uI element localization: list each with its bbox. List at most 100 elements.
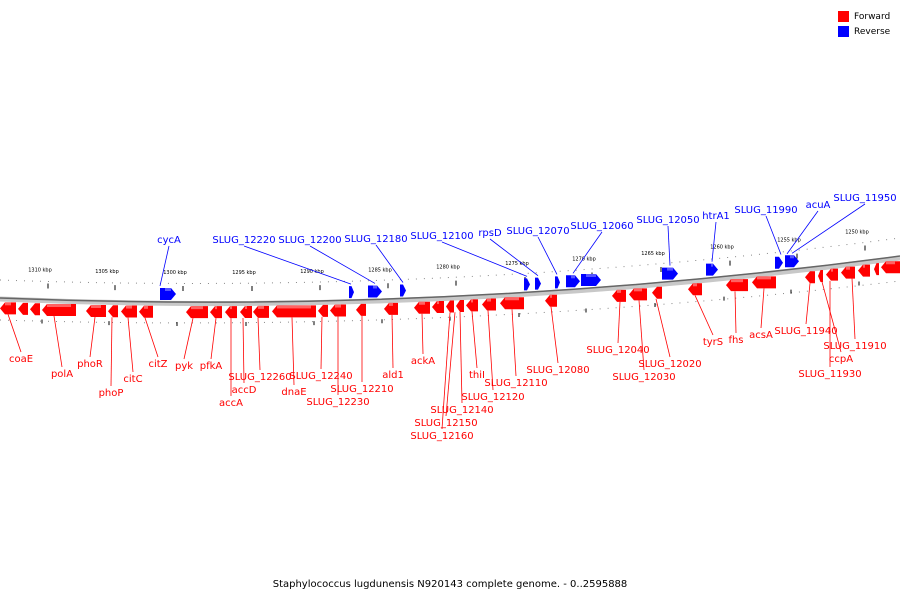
- svg-text:thiI: thiI: [469, 370, 485, 381]
- legend-reverse-label: Reverse: [854, 26, 891, 37]
- gene-label-slug-11910: SLUG_11910: [823, 278, 887, 352]
- svg-text:SLUG_12060: SLUG_12060: [570, 221, 633, 232]
- reverse-gene: [662, 267, 678, 280]
- gene-label-slug-12050: SLUG_12050: [636, 215, 700, 266]
- svg-text:SLUG_12220: SLUG_12220: [212, 235, 275, 246]
- legend-reverse: Reverse: [838, 24, 890, 39]
- svg-text:1255 kbp: 1255 kbp: [777, 238, 801, 244]
- gene-label-slug-12040: SLUG_12040: [586, 301, 650, 356]
- svg-text:SLUG_12110: SLUG_12110: [484, 378, 547, 389]
- gene-label-accd: accD: [232, 318, 257, 396]
- svg-text:SLUG_12180: SLUG_12180: [344, 234, 407, 245]
- svg-text:tyrS: tyrS: [703, 337, 723, 348]
- gene-label-slug-12030: SLUG_12030: [612, 300, 676, 383]
- scale-tick: 1285 kbp: [368, 267, 392, 324]
- svg-text:1275 kbp: 1275 kbp: [505, 261, 529, 267]
- forward-gene: [30, 303, 40, 316]
- svg-text:SLUG_12030: SLUG_12030: [612, 372, 675, 383]
- gene-label-ccpa: ccpA: [821, 281, 853, 365]
- forward-gene: [841, 266, 855, 279]
- gene-label-tyrs: tyrS: [694, 295, 723, 348]
- scale-tick: 1300 kbp: [163, 270, 187, 327]
- forward-gene: [0, 302, 16, 315]
- genome-backbone: [0, 255, 900, 303]
- genome-caption: Staphylococcus lugdunensis N920143 compl…: [272, 579, 628, 590]
- svg-text:SLUG_12040: SLUG_12040: [586, 345, 649, 356]
- svg-text:1290 kbp: 1290 kbp: [300, 269, 324, 275]
- forward-gene: [612, 289, 626, 302]
- gene-label-slug-12220: SLUG_12220: [212, 235, 352, 285]
- svg-text:htrA1: htrA1: [702, 211, 730, 222]
- gene-features: [0, 255, 900, 319]
- forward-gene: [42, 304, 76, 317]
- gene-label-slug-11940: SLUG_11940: [774, 283, 838, 337]
- gene-label-slug-12080: SLUG_12080: [526, 306, 590, 376]
- svg-text:SLUG_11990: SLUG_11990: [734, 205, 797, 216]
- gene-label-ald1: ald1: [382, 314, 404, 381]
- gene-label-slug-12180: SLUG_12180: [344, 234, 408, 283]
- legend-forward: Forward: [838, 9, 890, 24]
- forward-gene: [818, 269, 823, 282]
- forward-gene: [210, 306, 222, 319]
- forward-gene: [858, 264, 870, 277]
- svg-text:SLUG_12260: SLUG_12260: [228, 372, 291, 383]
- svg-text:1285 kbp: 1285 kbp: [368, 267, 392, 273]
- svg-text:ackA: ackA: [411, 356, 435, 367]
- svg-text:1250 kbp: 1250 kbp: [845, 230, 869, 236]
- svg-text:rpsD: rpsD: [478, 228, 502, 239]
- forward-gene: [629, 288, 647, 301]
- forward-gene: [318, 304, 328, 317]
- svg-text:phoP: phoP: [99, 388, 124, 399]
- forward-gene: [186, 306, 208, 319]
- svg-text:SLUG_12140: SLUG_12140: [430, 405, 493, 416]
- forward-gene: [108, 305, 118, 318]
- forward-gene: [18, 302, 28, 315]
- gene-label-slug-12230: SLUG_12230: [306, 316, 370, 408]
- gene-label-slug-12260: SLUG_12260: [228, 317, 292, 383]
- svg-text:acuA: acuA: [806, 200, 831, 211]
- forward-gene: [752, 276, 776, 289]
- gene-label-slug-12140: SLUG_12140: [430, 312, 494, 416]
- forward-gene: [456, 300, 464, 313]
- forward-gene: [414, 301, 430, 314]
- gene-label-acca: accA: [219, 318, 243, 409]
- gene-label-slug-12240: SLUG_12240: [289, 316, 353, 382]
- reverse-gene: [368, 285, 382, 298]
- forward-gene: [652, 286, 662, 299]
- svg-text:SLUG_11930: SLUG_11930: [798, 369, 861, 380]
- svg-text:ccpA: ccpA: [829, 354, 853, 365]
- svg-text:SLUG_12200: SLUG_12200: [278, 235, 341, 246]
- forward-gene: [500, 297, 524, 310]
- reverse-gene: [535, 277, 541, 290]
- scale-ticks: 1310 kbp 1305 kbp 1300 kbp 1295 kbp 1290 kbp…: [28, 230, 869, 327]
- gene-label-thii: thiI: [469, 311, 485, 381]
- svg-text:accA: accA: [219, 398, 243, 409]
- scale-tick: 1255 kbp: [777, 238, 801, 294]
- svg-text:accD: accD: [232, 385, 257, 396]
- reverse-gene: [524, 278, 530, 291]
- forward-gene: [272, 305, 316, 318]
- forward-gene: [330, 304, 346, 317]
- svg-text:1280 kbp: 1280 kbp: [436, 265, 460, 271]
- forward-gene: [253, 305, 269, 318]
- legend: Forward Reverse: [838, 9, 890, 39]
- scale-tick: 1290 kbp: [300, 269, 324, 326]
- forward-gene: [225, 306, 237, 319]
- svg-text:dnaE: dnaE: [281, 387, 306, 398]
- gene-label-cyca: cycA: [157, 235, 181, 287]
- svg-text:pyk: pyk: [175, 361, 193, 372]
- legend-forward-label: Forward: [854, 11, 891, 22]
- svg-text:SLUG_11950: SLUG_11950: [833, 193, 896, 204]
- gene-label-slug-12070: SLUG_12070: [506, 226, 570, 275]
- svg-text:acsA: acsA: [749, 330, 773, 341]
- svg-text:citC: citC: [123, 374, 142, 385]
- svg-text:1270 kbp: 1270 kbp: [572, 257, 596, 263]
- svg-text:SLUG_12230: SLUG_12230: [306, 397, 369, 408]
- svg-text:1310 kbp: 1310 kbp: [28, 267, 52, 273]
- reverse-gene: [581, 274, 601, 287]
- forward-gene: [446, 300, 454, 313]
- svg-text:1265 kbp: 1265 kbp: [641, 251, 665, 257]
- svg-text:polA: polA: [51, 369, 73, 380]
- svg-text:SLUG_12070: SLUG_12070: [506, 226, 569, 237]
- svg-text:ald1: ald1: [382, 370, 404, 381]
